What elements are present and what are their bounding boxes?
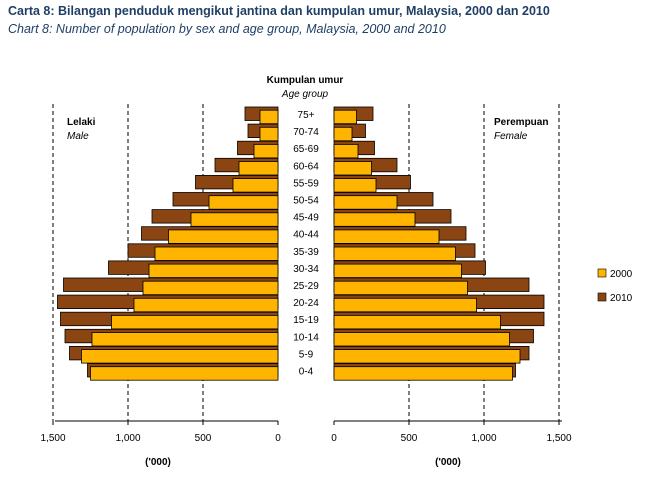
age-group-label-35-39: 35-39 <box>293 247 319 258</box>
bar-male-2000-0-4 <box>90 366 279 381</box>
bar-male-2000-25-29 <box>142 280 279 296</box>
bar-male-2000-15-19 <box>111 314 279 330</box>
bar-male-2000-70-74 <box>259 126 279 142</box>
age-group-label-45-49: 45-49 <box>293 213 319 224</box>
bar-female-2000-45-49 <box>333 212 416 227</box>
tick-label-right-500: 500 <box>401 433 418 444</box>
bar-male-2000-5-9 <box>81 349 279 364</box>
bar-female-2000-50-54 <box>333 195 398 210</box>
age-group-label-70-74: 70-74 <box>293 127 319 138</box>
age-group-label-65-69: 65-69 <box>293 144 319 155</box>
bar-female-2000-25-29 <box>333 280 468 296</box>
bar-male-2000-10-14 <box>91 332 279 347</box>
bar-male-2000-55-59 <box>232 178 279 193</box>
tick-label-left-500: 500 <box>195 433 212 444</box>
chart-title-english: Chart 8: Number of population by sex and… <box>8 22 446 36</box>
age-group-label-40-44: 40-44 <box>293 230 319 241</box>
age-group-label-5-9: 5-9 <box>299 349 314 360</box>
bar-female-2000-75+ <box>333 109 357 125</box>
legend-swatch-2000 <box>597 268 607 278</box>
bar-male-2000-75+ <box>259 109 279 125</box>
bar-male-2000-65-69 <box>253 143 279 159</box>
age-group-label-20-24: 20-24 <box>293 298 319 309</box>
bar-female-2000-70-74 <box>333 126 353 142</box>
legend-swatch-2010 <box>597 292 607 302</box>
age-group-label-55-59: 55-59 <box>293 178 319 189</box>
age-group-label-75+: 75+ <box>298 110 315 121</box>
bar-male-2000-30-34 <box>148 263 279 279</box>
bar-female-2000-40-44 <box>333 229 440 244</box>
bar-female-2000-60-64 <box>333 161 372 176</box>
age-group-label-60-64: 60-64 <box>293 161 319 172</box>
tick-label-right-1500: 1,500 <box>546 433 571 444</box>
tick-label-left-1500: 1,500 <box>40 433 65 444</box>
age-group-label-15-19: 15-19 <box>293 315 319 326</box>
chart-title-malay: Carta 8: Bilangan penduduk mengikut jant… <box>8 4 550 18</box>
bar-male-2000-40-44 <box>168 229 279 244</box>
legend-label-2010: 2010 <box>610 293 633 304</box>
bar-male-2000-50-54 <box>208 195 279 210</box>
age-group-label-10-14: 10-14 <box>293 332 319 343</box>
legend-label-2000: 2000 <box>610 269 633 280</box>
tick-label-right-0: 0 <box>331 433 337 444</box>
bar-male-2000-60-64 <box>238 161 279 176</box>
bar-male-2000-20-24 <box>133 297 279 313</box>
bar-female-2000-10-14 <box>333 332 510 347</box>
age-group-label-30-34: 30-34 <box>293 264 319 275</box>
age-group-label-0-4: 0-4 <box>299 367 314 378</box>
female-label-malay: Perempuan <box>494 117 548 128</box>
bar-female-2000-35-39 <box>333 246 456 261</box>
bar-female-2000-65-69 <box>333 143 359 159</box>
bar-male-2000-35-39 <box>154 246 279 261</box>
bar-female-2000-55-59 <box>333 178 377 193</box>
age-group-label-malay: Kumpulan umur <box>267 75 344 86</box>
bar-female-2000-0-4 <box>333 366 513 381</box>
bar-female-2000-20-24 <box>333 297 477 313</box>
bar-female-2000-30-34 <box>333 263 462 279</box>
tick-label-left-0: 0 <box>275 433 281 444</box>
female-label-english: Female <box>494 131 528 142</box>
tick-label-left-1000: 1,000 <box>115 433 140 444</box>
unit-label-right: ('000) <box>435 457 461 468</box>
male-label-malay: Lelaki <box>67 117 96 128</box>
age-group-label-50-54: 50-54 <box>293 196 319 207</box>
age-group-label-english: Age group <box>281 89 329 100</box>
age-group-label-25-29: 25-29 <box>293 281 319 292</box>
tick-label-right-1000: 1,000 <box>471 433 496 444</box>
bar-male-2000-45-49 <box>190 212 279 227</box>
male-label-english: Male <box>67 131 89 142</box>
bar-female-2000-15-19 <box>333 314 501 330</box>
bar-female-2000-5-9 <box>333 349 521 364</box>
unit-label-left: ('000) <box>145 457 171 468</box>
